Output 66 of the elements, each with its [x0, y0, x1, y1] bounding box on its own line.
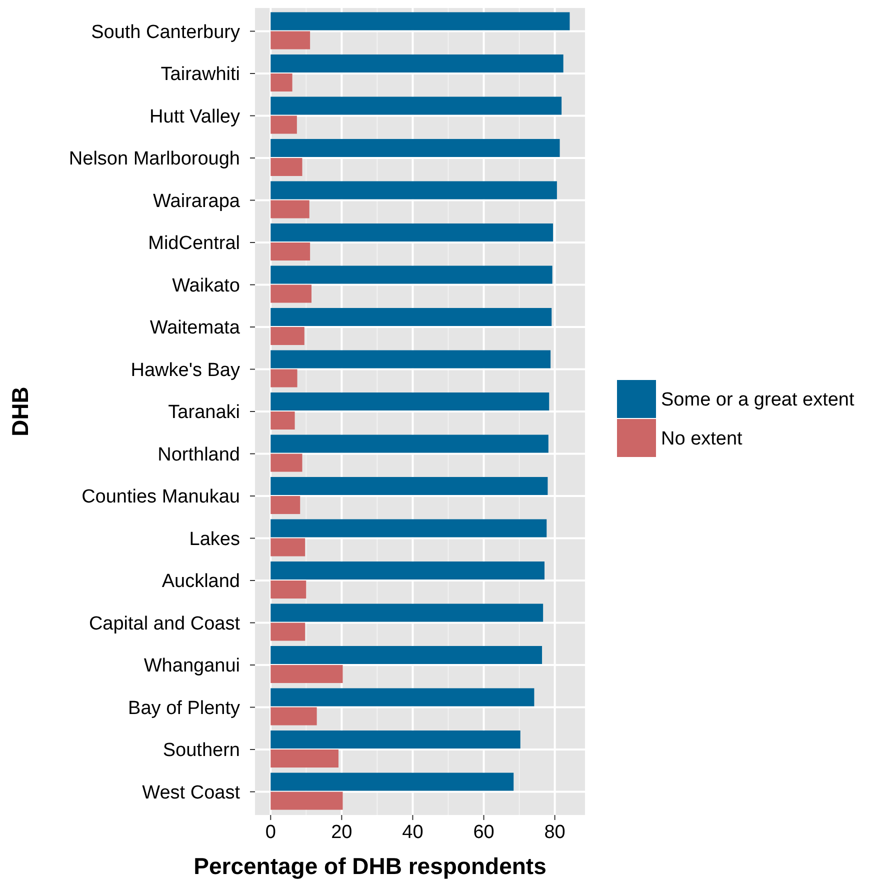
bar	[270, 772, 514, 791]
y-tick-label: Waitemata	[150, 318, 240, 339]
y-tick-label: Southern	[162, 740, 240, 762]
bar	[270, 750, 338, 768]
y-tick-label: Whanganui	[144, 656, 240, 677]
y-tick-label: Northland	[158, 444, 240, 466]
bar	[270, 308, 552, 326]
y-tick-label: Nelson Marlborough	[68, 148, 240, 170]
y-tick-label: MidCentral	[148, 233, 240, 254]
x-tick-label: 40	[402, 822, 424, 843]
legend-label: No extent	[661, 428, 744, 450]
bar	[270, 266, 552, 284]
bar	[270, 31, 310, 50]
y-tick-label: Tairawhiti	[160, 64, 240, 86]
bar	[270, 434, 548, 453]
bar	[270, 242, 310, 261]
bar	[270, 519, 547, 538]
bar	[270, 369, 298, 388]
bar	[270, 476, 548, 496]
legend-label: Some or a great extent	[661, 390, 855, 411]
bar	[270, 412, 295, 430]
bar	[270, 665, 343, 684]
bar	[270, 792, 343, 810]
y-tick-label: Taranaki	[168, 402, 240, 424]
y-tick-label: Capital and Coast	[88, 613, 241, 634]
bar	[270, 350, 551, 368]
bar	[270, 181, 557, 200]
y-tick-label: Wairarapa	[153, 190, 240, 212]
bar	[270, 580, 306, 599]
y-tick-label: West Coast	[142, 782, 241, 804]
x-tick-label: 20	[331, 822, 352, 843]
y-tick-label: Bay of Plenty	[128, 698, 240, 719]
bar	[270, 54, 564, 72]
x-tick-label: 60	[473, 822, 494, 843]
bar	[270, 496, 300, 514]
bar	[270, 688, 534, 706]
y-tick-label: Waikato	[172, 275, 240, 296]
bar	[270, 392, 550, 410]
bar	[270, 622, 306, 641]
bar	[270, 646, 542, 664]
bar	[270, 538, 306, 556]
bar	[270, 12, 570, 30]
x-tick-label: 80	[544, 822, 566, 843]
y-axis-title: DHB	[7, 386, 33, 436]
y-tick-label: South Canterbury	[91, 22, 240, 43]
bar	[270, 604, 544, 622]
bar	[270, 73, 292, 92]
bar	[270, 707, 317, 726]
bar	[270, 730, 520, 749]
bar	[270, 116, 297, 134]
bar	[270, 200, 310, 218]
x-tick-label: 0	[265, 822, 276, 843]
bar	[270, 138, 560, 157]
bar	[270, 223, 554, 242]
y-tick-label: Counties Manukau	[82, 486, 240, 508]
bar	[270, 561, 545, 580]
y-tick-label: Auckland	[162, 571, 240, 592]
bar	[270, 284, 312, 303]
bar	[270, 454, 302, 472]
y-tick-label: Hutt Valley	[150, 106, 240, 128]
bar	[270, 96, 562, 115]
y-tick-label: Lakes	[189, 528, 240, 550]
y-tick-label: Hawke's Bay	[130, 360, 240, 381]
bar	[270, 158, 302, 176]
x-axis-title: Percentage of DHB respondents	[194, 853, 546, 879]
bar	[270, 326, 304, 346]
